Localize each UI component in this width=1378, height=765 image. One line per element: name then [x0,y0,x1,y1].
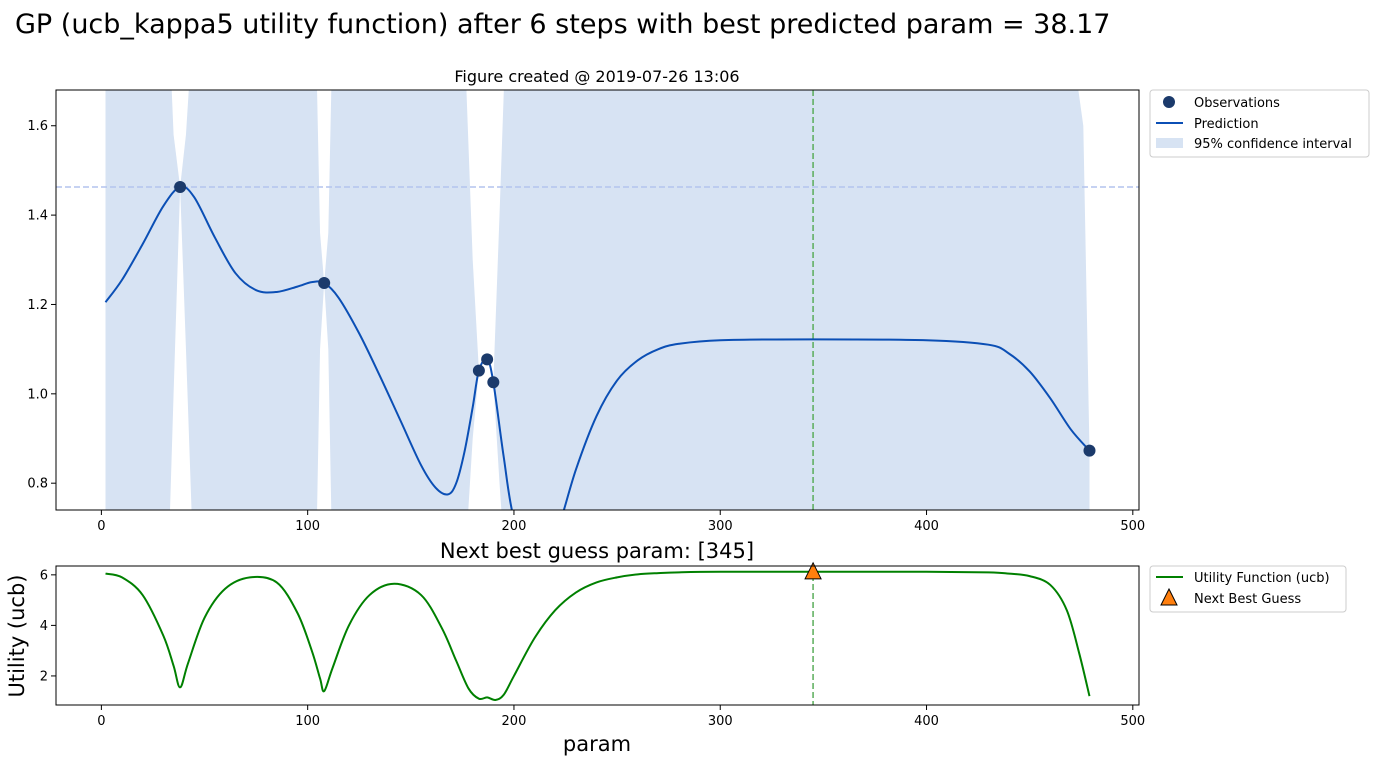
utility-axes-title: Next best guess param: [345] [440,539,754,563]
utility-x-tick-label: 0 [97,714,105,729]
gp-y-tick-label: 1.2 [27,298,48,313]
utility-x-tick-label: 400 [914,714,939,729]
gp-y-tick-label: 1.6 [27,119,48,134]
confidence-interval-band [105,90,1090,510]
gp-x-tick-label: 400 [914,519,939,534]
utility-x-tick-label: 100 [295,714,320,729]
gp-y-tick-label: 0.8 [27,477,48,492]
next-best-guess-marker [804,561,822,580]
observation-point [472,364,485,377]
legend-utility-label: Utility Function (ucb) [1194,571,1330,586]
figure-suptitle: GP (ucb_kappa5 utility function) after 6… [15,9,1110,40]
gp-x-tick-label: 500 [1120,519,1145,534]
utility-axes: Next best guess param: [345] 0 100 200 300 4… [5,539,1145,756]
legend-prediction-label: Prediction [1194,117,1259,132]
utility-x-ticks: 0 100 200 300 400 500 [97,705,1145,729]
legend-next-guess-marker [1160,587,1178,606]
observation-point [1083,444,1096,457]
utility-y-tick-label: 2 [40,669,48,684]
gp-legend-box [1149,89,1370,158]
gp-axes-frame [55,89,1140,511]
gp-axes-title: Figure created @ 2019-07-26 13:06 [454,67,739,86]
gp-x-tick-label: 100 [295,519,320,534]
utility-x-tick-label: 200 [502,714,527,729]
utility-x-tick-label: 300 [708,714,733,729]
utility-legend-box [1149,565,1347,613]
prediction-line [104,185,1091,510]
utility-marker-layer [804,561,822,580]
gp-x-tick-label: 300 [708,519,733,534]
utility-plot-area [105,566,1091,705]
gp-y-tick-label: 1.0 [27,387,48,402]
utility-axes-frame [55,565,1140,706]
utility-legend: Utility Function (ucb) Next Best Guess [1149,565,1347,613]
utility-x-tick-label: 500 [1120,714,1145,729]
gp-axes: Figure created @ 2019-07-26 13:06 0 100 20… [27,67,1145,534]
gp-x-tick-label: 0 [97,519,105,534]
utility-line [105,570,1091,701]
observation-point [174,180,187,193]
observation-point [487,376,500,389]
legend-confidence-swatch [1156,138,1183,148]
utility-y-tick-label: 4 [40,619,48,634]
gp-x-ticks: 0 100 200 300 400 500 [97,510,1145,534]
utility-y-ticks: 2 4 6 [40,568,56,684]
utility-y-axis-label: Utility (ucb) [5,574,29,697]
gp-plot-area [56,90,1139,510]
observation-point [481,353,494,366]
utility-x-axis-label: param [563,732,631,756]
legend-next-guess-label: Next Best Guess [1194,592,1301,607]
legend-confidence-label: 95% confidence interval [1194,137,1352,152]
gp-y-ticks: 0.8 1.0 1.2 1.4 1.6 [27,119,56,492]
gp-x-tick-label: 200 [502,519,527,534]
legend-observations-label: Observations [1194,96,1280,111]
observation-point [318,277,331,290]
gp-y-tick-label: 1.4 [27,209,48,224]
legend-observations-marker [1163,96,1175,108]
gp-legend: Observations Prediction 95% confidence i… [1149,89,1370,158]
utility-y-tick-label: 6 [40,568,48,583]
